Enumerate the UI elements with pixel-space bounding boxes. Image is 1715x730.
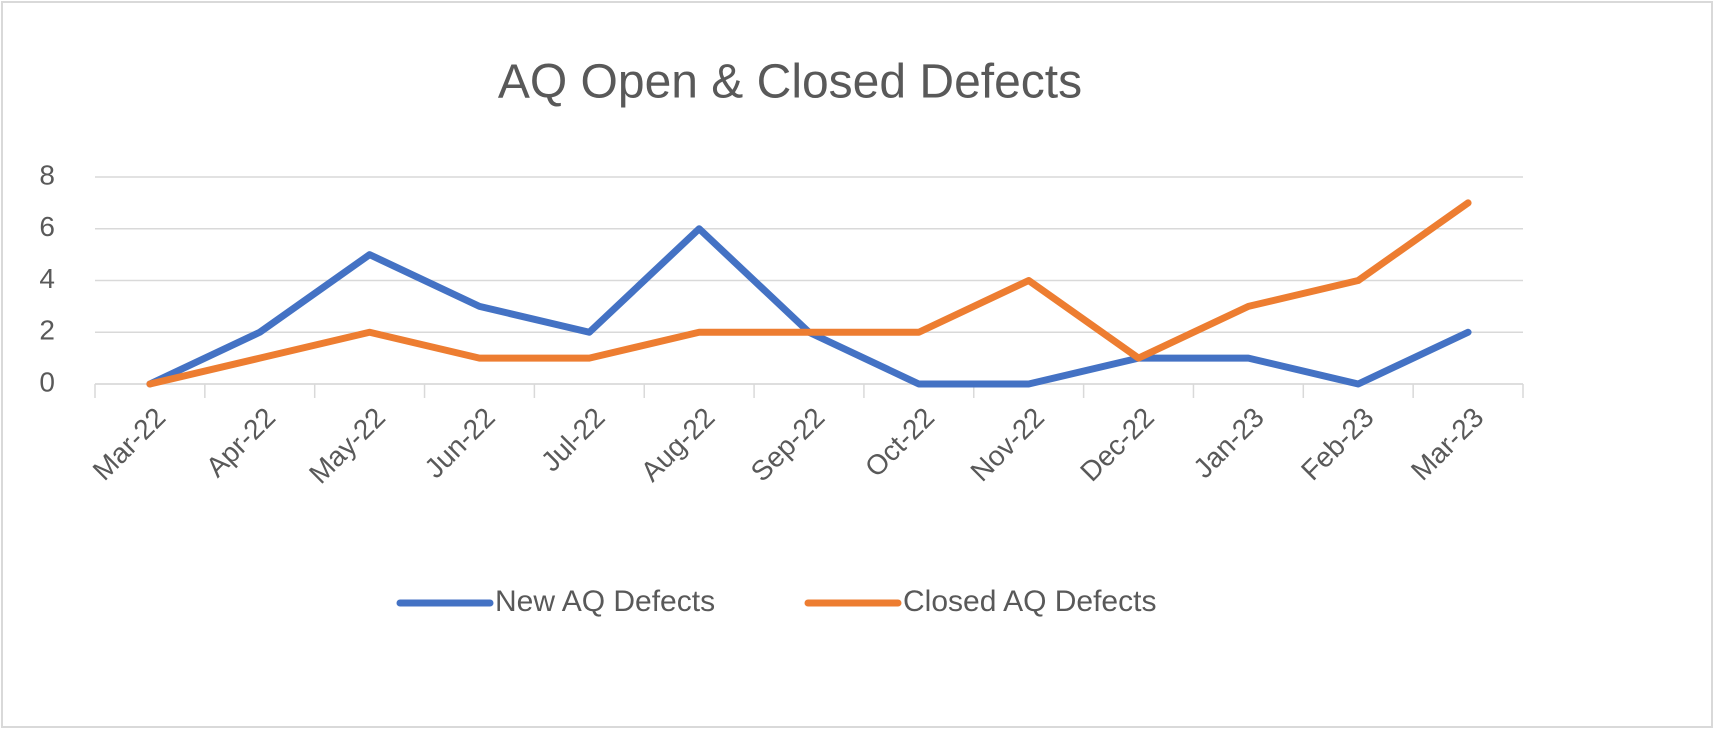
series-line (146, 199, 1472, 388)
legend-label: Closed AQ Defects (903, 585, 1156, 618)
y-tick-label: 8 (39, 159, 55, 190)
y-tick-label: 4 (39, 263, 55, 294)
y-tick-label: 2 (39, 315, 55, 346)
legend-label: New AQ Defects (495, 585, 715, 618)
y-tick-label: 0 (39, 366, 55, 397)
chart-title: AQ Open & Closed Defects (498, 56, 1082, 109)
y-tick-label: 6 (39, 211, 55, 242)
